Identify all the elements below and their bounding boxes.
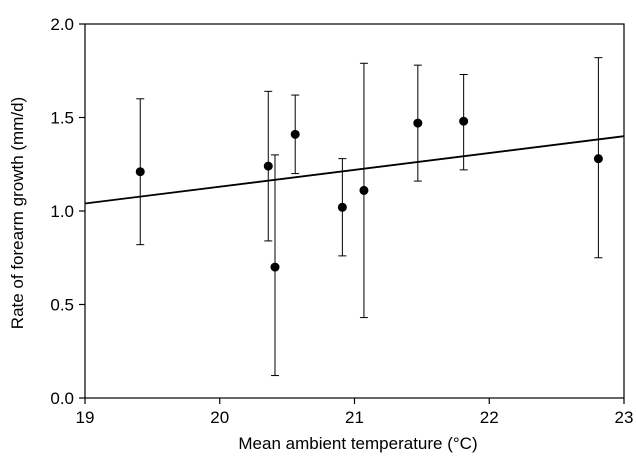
- axes: 19 20 21 22 23 0.0 0.5 1.0 1.5 2.0: [50, 15, 633, 427]
- data-point: [459, 116, 469, 126]
- y-axis-title: Rate of forearm growth (mm/d): [8, 97, 27, 329]
- data-point: [135, 167, 145, 177]
- data-point: [270, 262, 280, 272]
- y-tick-label: 0.5: [50, 296, 74, 315]
- y-tick-label: 0.0: [50, 389, 74, 408]
- x-tick-label: 22: [480, 408, 499, 427]
- x-tick-label: 19: [76, 408, 95, 427]
- x-axis-title: Mean ambient temperature (°C): [238, 434, 477, 453]
- data-point: [290, 129, 300, 139]
- plot-frame: [84, 23, 625, 399]
- data-point: [337, 202, 347, 212]
- data-point: [263, 161, 273, 171]
- plot-area: [84, 57, 625, 377]
- x-tick-label: 21: [345, 408, 364, 427]
- y-tick-label: 1.5: [50, 109, 74, 128]
- data-point: [413, 118, 423, 128]
- data-point: [359, 185, 369, 195]
- y-tick-label: 2.0: [50, 15, 74, 34]
- data-point: [593, 154, 603, 164]
- x-tick-label: 20: [210, 408, 229, 427]
- y-tick-label: 1.0: [50, 202, 74, 221]
- x-tick-label: 23: [615, 408, 634, 427]
- trend-line: [84, 135, 625, 205]
